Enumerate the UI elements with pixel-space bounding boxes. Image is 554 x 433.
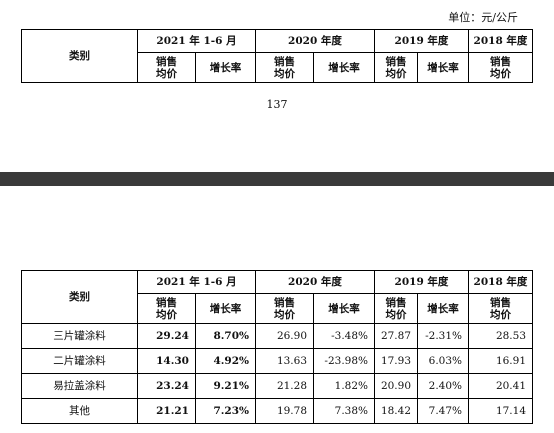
table-row: 二片罐涂料 14.30 4.92% 13.63 -23.98% 17.93 6.… (21, 348, 533, 374)
cell-growth-2020: 7.38% (313, 398, 375, 424)
cell-growth-2021: 9.21% (195, 373, 256, 399)
period-header: 2021 年 1-6 月 (137, 29, 256, 53)
page-divider (0, 172, 554, 186)
cell-price-2020: 19.78 (255, 398, 314, 424)
period-header: 2019 年度 (374, 29, 469, 53)
growth-header: 增长率 (313, 52, 375, 83)
growth-header: 增长率 (417, 293, 469, 324)
avg-price-header: 销售均价 (490, 296, 511, 321)
avg-price-header: 销售均价 (156, 55, 177, 80)
period-header: 2018 年度 (468, 29, 533, 53)
table-row: 其他 21.21 7.23% 19.78 7.38% 18.42 7.47% 1… (21, 398, 533, 424)
category-header: 类别 (21, 270, 138, 324)
avg-price-header: 销售均价 (274, 296, 295, 321)
avg-price-header: 销售均价 (274, 55, 295, 80)
cell-growth-2019: 7.47% (417, 398, 469, 424)
price-table-top: 类别 2021 年 1-6 月 2020 年度 2019 年度 2018 年度 … (21, 29, 533, 83)
cell-price-2019: 20.90 (374, 373, 418, 399)
price-table: 类别 2021 年 1-6 月 2020 年度 2019 年度 2018 年度 … (21, 270, 533, 424)
growth-header: 增长率 (417, 52, 469, 83)
cell-price-2020: 13.63 (255, 348, 314, 374)
cell-price-2020: 26.90 (255, 323, 314, 349)
cell-price-2021: 21.21 (137, 398, 196, 424)
category-header: 类别 (21, 29, 138, 83)
period-header: 2021 年 1-6 月 (137, 270, 256, 294)
period-header: 2020 年度 (255, 29, 375, 53)
row-category: 二片罐涂料 (21, 348, 138, 374)
row-category: 其他 (21, 398, 138, 424)
unit-label: 单位：元/公斤 (448, 11, 518, 24)
avg-price-header: 销售均价 (385, 296, 407, 321)
page-number: 137 (266, 98, 288, 111)
table-row: 易拉盖涂料 23.24 9.21% 21.28 1.82% 20.90 2.40… (21, 373, 533, 399)
cell-price-2021: 29.24 (137, 323, 196, 349)
cell-price-2018: 16.91 (468, 348, 533, 374)
cell-growth-2021: 7.23% (195, 398, 256, 424)
cell-growth-2020: 1.82% (313, 373, 375, 399)
cell-price-2019: 27.87 (374, 323, 418, 349)
cell-price-2021: 23.24 (137, 373, 196, 399)
cell-growth-2020: -23.98% (313, 348, 375, 374)
avg-price-header: 销售均价 (490, 55, 511, 80)
period-header: 2020 年度 (255, 270, 375, 294)
growth-header: 增长率 (195, 52, 256, 83)
cell-growth-2019: 6.03% (417, 348, 469, 374)
cell-growth-2019: 2.40% (417, 373, 469, 399)
cell-price-2020: 21.28 (255, 373, 314, 399)
row-category: 易拉盖涂料 (21, 373, 138, 399)
period-header: 2019 年度 (374, 270, 469, 294)
row-category: 三片罐涂料 (21, 323, 138, 349)
cell-growth-2020: -3.48% (313, 323, 375, 349)
cell-growth-2021: 8.70% (195, 323, 256, 349)
cell-price-2019: 18.42 (374, 398, 418, 424)
growth-header: 增长率 (313, 293, 375, 324)
period-header: 2018 年度 (468, 270, 533, 294)
cell-price-2018: 17.14 (468, 398, 533, 424)
cell-price-2018: 20.41 (468, 373, 533, 399)
cell-growth-2021: 4.92% (195, 348, 256, 374)
cell-price-2019: 17.93 (374, 348, 418, 374)
growth-header: 增长率 (195, 293, 256, 324)
cell-price-2018: 28.53 (468, 323, 533, 349)
cell-growth-2019: -2.31% (417, 323, 469, 349)
cell-price-2021: 14.30 (137, 348, 196, 374)
avg-price-header: 销售均价 (385, 55, 407, 80)
table-row: 三片罐涂料 29.24 8.70% 26.90 -3.48% 27.87 -2.… (21, 323, 533, 349)
avg-price-header: 销售均价 (156, 296, 177, 321)
